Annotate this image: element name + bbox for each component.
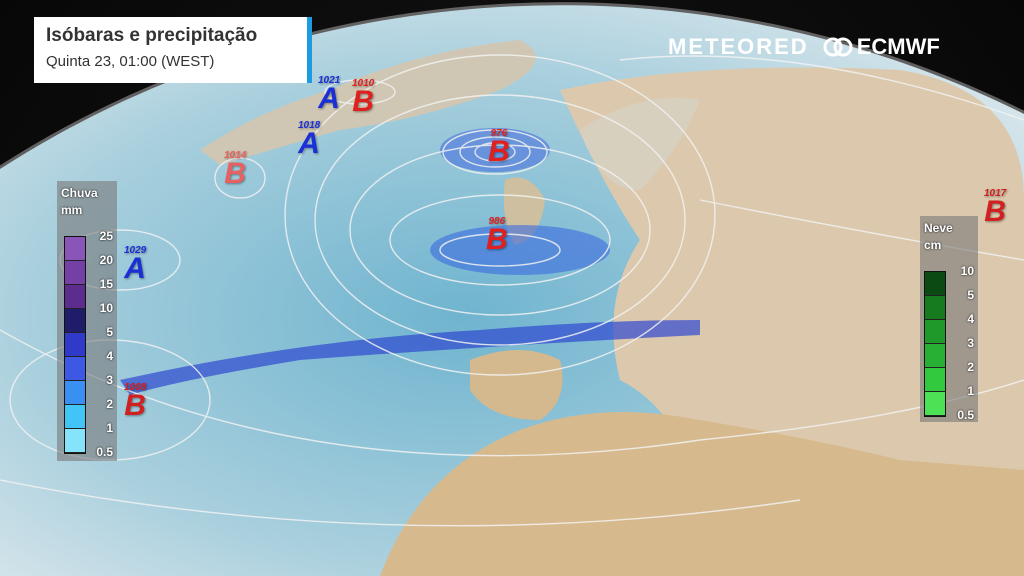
rain_legend-tick-label: 2 <box>106 397 113 411</box>
pressure-center-high: 1018 A <box>298 120 321 160</box>
snow-legend-unit: cm <box>924 238 942 252</box>
rain_legend-tick-label: 0.5 <box>96 445 113 459</box>
logos: METEORED ECMWF <box>668 34 940 60</box>
snow_legend-tick-label: 5 <box>967 288 974 302</box>
rain-legend-title: Chuva <box>61 186 98 200</box>
snow-color-scale <box>924 271 946 417</box>
pressure-center-low: 986 B <box>486 216 508 256</box>
rain-low-986 <box>430 225 610 275</box>
pressure-value: 1021 <box>318 75 341 86</box>
snow-legend: Neve cm 10 5 4 3 2 1 0.5 <box>920 216 978 422</box>
land-africa <box>380 412 1024 576</box>
pressure-letter: B <box>352 85 374 118</box>
pressure-center-low: 1010 B <box>352 78 375 118</box>
land-greenland <box>200 40 536 165</box>
rain-legend-unit: mm <box>61 203 83 217</box>
snow_legend-swatch <box>925 320 945 344</box>
land-scandinavia <box>580 98 700 190</box>
pressure-center-low: 1008 B <box>124 382 147 422</box>
land-iberia <box>470 350 563 420</box>
rain_legend-tick-label: 10 <box>99 301 113 315</box>
rain_legend-swatch <box>65 381 85 405</box>
pressure-value: 1017 <box>984 188 1007 199</box>
snow-legend-title: Neve <box>924 221 953 235</box>
rain_legend-swatch <box>65 357 85 381</box>
pressure-value: 1008 <box>124 382 147 393</box>
ecmwf-text: ECMWF <box>856 34 940 59</box>
pressure-letter: B <box>488 135 510 168</box>
snow_legend-tick-label: 4 <box>967 312 974 326</box>
meteored-logo: METEORED <box>668 34 809 59</box>
pressure-value: 1014 <box>224 150 247 161</box>
title-panel: Isóbaras e precipitação Quinta 23, 01:00… <box>34 17 312 83</box>
pressure-letter: A <box>318 82 340 115</box>
rain_legend-swatch <box>65 405 85 429</box>
snow_legend-tick-label: 0.5 <box>957 408 974 422</box>
pressure-letter: A <box>298 127 320 160</box>
pressure-letter: B <box>486 223 508 256</box>
rain-color-scale <box>64 236 86 454</box>
rain_legend-tick-label: 25 <box>99 229 113 243</box>
rain_legend-tick-label: 1 <box>106 421 113 435</box>
rain_legend-swatch <box>65 237 85 261</box>
snow_legend-swatch <box>925 296 945 320</box>
land-europe <box>560 67 1024 576</box>
pressure-center-high: 1029 A <box>124 245 147 285</box>
map-title: Isóbaras e precipitação <box>46 25 258 46</box>
snow_legend-swatch <box>925 344 945 368</box>
rain_legend-tick-label: 4 <box>106 349 113 363</box>
rain_legend-swatch <box>65 333 85 357</box>
pressure-letter: B <box>124 389 146 422</box>
rain_legend-tick-label: 3 <box>106 373 113 387</box>
ecmwf-emblem-icon <box>823 37 853 57</box>
snow_legend-swatch <box>925 368 945 392</box>
rain-legend: Chuva mm 25 20 15 10 5 4 3 2 1 0.5 <box>57 181 117 461</box>
snow_legend-tick-label: 2 <box>967 360 974 374</box>
snow_legend-swatch <box>925 272 945 296</box>
snow_legend-tick-label: 3 <box>967 336 974 350</box>
rain_legend-swatch <box>65 285 85 309</box>
snow_legend-tick-label: 1 <box>967 384 974 398</box>
rain_legend-swatch <box>65 261 85 285</box>
pressure-value: 1010 <box>352 78 375 89</box>
snow_legend-swatch <box>925 392 945 416</box>
pressure-center-low: 976 B <box>488 128 510 168</box>
rain_legend-swatch <box>65 429 85 453</box>
rain_legend-swatch <box>65 309 85 333</box>
pressure-letter: B <box>224 157 246 190</box>
pressure-value: 1029 <box>124 245 147 256</box>
pressure-center-low: 1017 B <box>984 188 1007 228</box>
rain_legend-tick-label: 20 <box>99 253 113 267</box>
ecmwf-logo: ECMWF <box>823 34 940 60</box>
pressure-value: 1018 <box>298 120 321 131</box>
pressure-center-high: 1021 A <box>318 75 341 115</box>
pressure-letter: B <box>984 195 1006 228</box>
rain_legend-tick-label: 15 <box>99 277 113 291</box>
snow_legend-tick-label: 10 <box>960 264 974 278</box>
pressure-value: 986 <box>488 216 506 227</box>
pressure-letter: A <box>124 252 146 285</box>
pressure-value: 976 <box>490 128 508 139</box>
pressure-center-low: 1014 B <box>224 150 247 190</box>
rain_legend-tick-label: 5 <box>106 325 113 339</box>
map-datetime: Quinta 23, 01:00 (WEST) <box>46 53 215 70</box>
